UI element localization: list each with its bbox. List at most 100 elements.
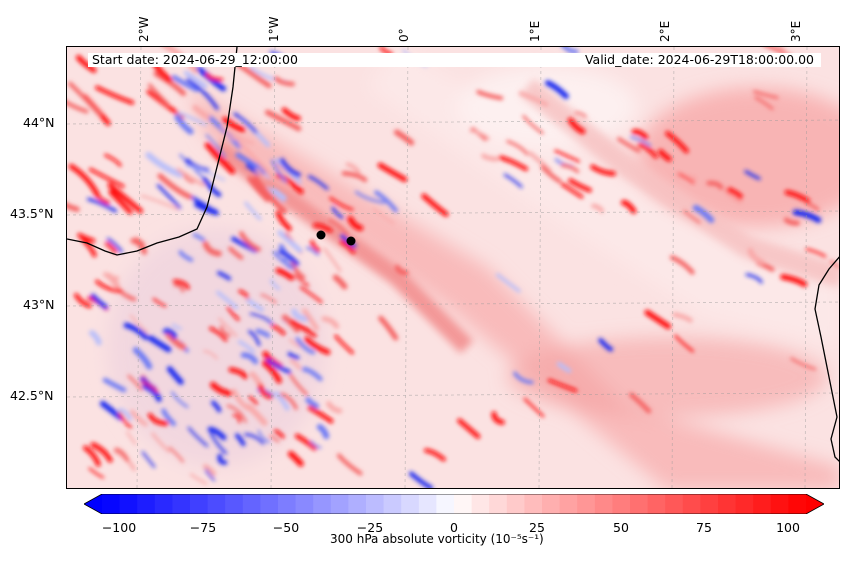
vorticity-streak: [220, 126, 255, 145]
vorticity-streak: [598, 337, 614, 352]
valid-date-label: Valid_date: 2024-06-29T18:00:00.00: [584, 52, 814, 67]
colorbar-segment: [102, 494, 121, 514]
vorticity-streak: [89, 330, 102, 346]
vorticity-streak: [127, 374, 143, 391]
vorticity-streak: [151, 432, 171, 453]
vorticity-streak: [590, 164, 616, 177]
vorticity-streak: [528, 151, 552, 173]
colorbar-segment: [119, 494, 138, 514]
vorticity-streak: [87, 197, 118, 213]
lon-tick: 2°E: [658, 20, 672, 42]
vorticity-streak: [275, 267, 295, 281]
lon-tick: 3°E: [789, 20, 803, 42]
lat-tick: 43°N: [23, 297, 55, 312]
vorticity-streak: [209, 326, 228, 342]
header-strip: [88, 53, 821, 67]
vorticity-streak: [723, 188, 744, 205]
vorticity-streak: [235, 152, 268, 174]
vorticity-streak: [560, 163, 580, 174]
vorticity-streak: [223, 132, 240, 141]
vorticity-streak: [130, 238, 148, 255]
vorticity-streak: [204, 468, 215, 481]
vorticity-streak: [209, 432, 228, 455]
vorticity-streak: [421, 193, 449, 217]
colorbar-segment: [436, 494, 455, 514]
vorticity-streak: [88, 167, 125, 188]
vorticity-streak: [304, 336, 331, 355]
vorticity-streak: [270, 159, 288, 183]
vorticity-streak: [547, 378, 578, 393]
vorticity-streak: [617, 137, 641, 153]
vorticity-streak: [672, 312, 693, 323]
vorticity-streak: [187, 426, 209, 447]
vorticity-streak: [556, 361, 572, 373]
vorticity-streak: [183, 70, 208, 89]
vorticity-streak: [321, 316, 340, 329]
vorticity-streak: [185, 164, 226, 182]
vorticity-streak: [621, 199, 637, 214]
vorticity-streak: [142, 383, 162, 402]
vorticity-streak: [132, 347, 153, 370]
vorticity-streak: [226, 404, 247, 423]
colorbar-segment: [295, 494, 314, 514]
vorticity-streak: [184, 158, 210, 173]
vorticity-streak: [192, 104, 210, 120]
vorticity-streak: [194, 201, 219, 216]
vorticity-streak: [217, 271, 231, 281]
vorticity-streak: [237, 339, 256, 354]
vorticity-streak: [331, 206, 344, 219]
vorticity-streak: [244, 201, 262, 221]
colorbar-segment: [330, 494, 349, 514]
vorticity-streak: [233, 112, 258, 134]
colorbar-segment: [454, 494, 473, 514]
colorbar-tick: 100: [776, 520, 800, 535]
lat-tick: 43.5°N: [10, 206, 54, 221]
vorticity-streak: [255, 168, 267, 180]
colorbar-segment: [383, 494, 402, 514]
vorticity-streak: [202, 241, 222, 257]
vorticity-streak: [295, 337, 316, 355]
colorbar-segment: [172, 494, 191, 514]
vorticity-streak: [99, 400, 124, 421]
vorticity-streak: [491, 411, 505, 425]
colorbar-segment: [489, 494, 508, 514]
colorbar-segment: [154, 494, 173, 514]
vorticity-streak: [268, 173, 290, 188]
vorticity-streak: [135, 237, 145, 245]
vorticity-streak: [114, 447, 130, 462]
colorbar: [84, 494, 824, 514]
vorticity-field: [67, 47, 839, 488]
vorticity-streak: [630, 136, 652, 147]
vorticity-streak: [192, 233, 205, 242]
vorticity-streak: [312, 223, 333, 233]
vorticity-streak: [141, 451, 156, 468]
vorticity-streak: [176, 167, 205, 187]
vorticity-streak: [207, 426, 227, 441]
vorticity-streak: [829, 259, 839, 268]
vorticity-streak: [792, 209, 822, 223]
colorbar-tick: 50: [613, 520, 629, 535]
colorbar-segment: [612, 494, 631, 514]
colorbar-tick: 25: [529, 520, 545, 535]
vorticity-streak: [678, 172, 695, 184]
vorticity-streak: [186, 78, 219, 110]
vorticity-streak: [216, 290, 239, 310]
vorticity-streak: [217, 453, 228, 465]
vorticity-streak: [238, 141, 270, 174]
vorticity-streak: [470, 127, 488, 141]
vorticity-streak: [168, 446, 184, 463]
vorticity-streak: [147, 83, 170, 106]
vorticity-streak: [305, 397, 320, 409]
lat-tick: 42.5°N: [10, 388, 54, 403]
vorticity-streak: [249, 371, 262, 386]
vorticity-streak: [393, 129, 415, 146]
colorbar-segment: [524, 494, 543, 514]
vorticity-streak: [424, 448, 446, 462]
vorticity-streak: [291, 308, 311, 322]
vorticity-streak: [166, 366, 184, 385]
vorticity-streak: [145, 152, 183, 178]
vorticity-streak: [219, 325, 231, 338]
vorticity-streak: [170, 391, 189, 409]
vorticity-streak: [503, 173, 523, 189]
vorticity-streak: [218, 317, 238, 338]
